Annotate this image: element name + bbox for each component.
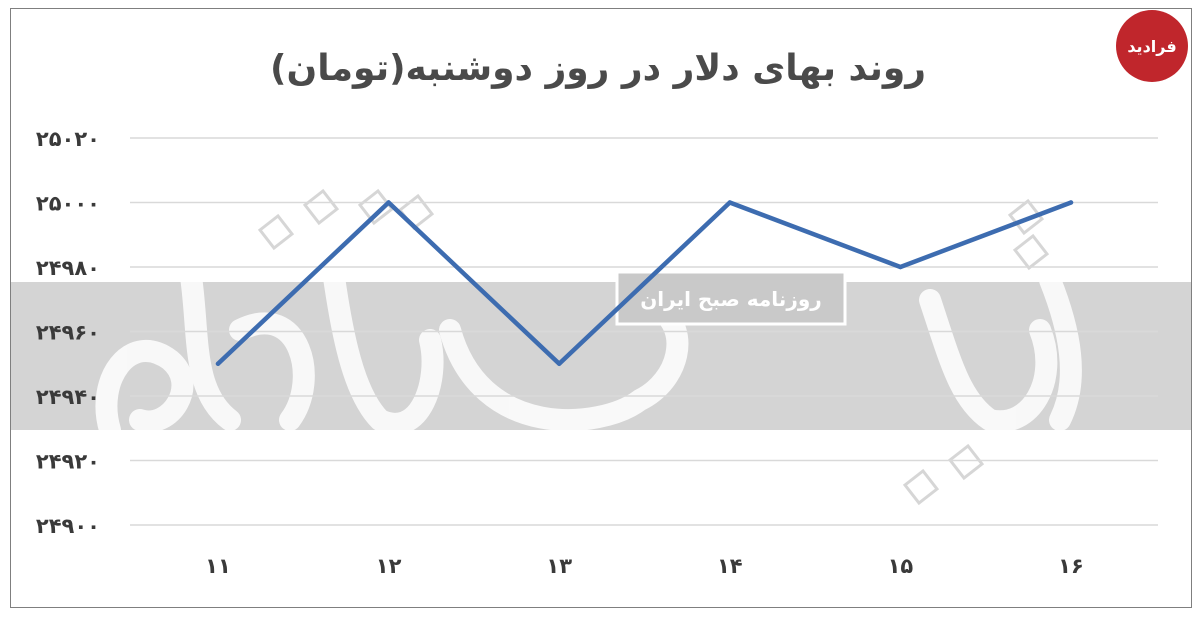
data-point: [727, 200, 732, 205]
watermark-script: [95, 239, 1082, 441]
data-point: [215, 361, 221, 366]
watermark-caption: روزنامه صبح ایران: [640, 287, 822, 311]
x-tick-label: ۱۱: [205, 554, 231, 578]
y-tick-label: ۲۴۹۰۰: [36, 514, 100, 538]
y-tick-label: ۲۴۹۶۰: [36, 321, 100, 345]
y-tick-label: ۲۴۹۸۰: [36, 256, 100, 280]
data-point: [557, 361, 562, 366]
y-tick-label: ۲۴۹۲۰: [36, 450, 100, 474]
data-point: [898, 264, 903, 270]
logo-circle: [1116, 10, 1188, 82]
logo-text: فرادید: [1127, 37, 1176, 56]
x-tick-label: ۱۳: [546, 554, 572, 578]
y-tick-label: ۲۵۰۲۰: [36, 127, 100, 151]
data-point: [386, 200, 391, 205]
series-line: [215, 200, 1074, 366]
y-tick-label: ۲۵۰۰۰: [36, 192, 100, 216]
y-axis-tick-labels: ۲۴۹۰۰ ۲۴۹۲۰ ۲۴۹۴۰ ۲۴۹۶۰ ۲۴۹۸۰ ۲۵۰۰۰ ۲۵۰۲۰: [36, 127, 100, 538]
gridlines: [130, 137, 1158, 526]
series-points: [215, 200, 1074, 366]
x-tick-label: ۱۲: [376, 554, 402, 578]
data-point: [1068, 200, 1074, 205]
x-tick-label: ۱۵: [888, 554, 914, 578]
chart-title: روند بهای دلار در روز دوشنبه(تومان): [270, 48, 926, 89]
watermark-label: روزنامه صبح ایران: [615, 270, 847, 326]
x-tick-label: ۱۴: [717, 554, 743, 578]
y-tick-label: ۲۴۹۴۰: [36, 385, 100, 409]
site-logo: فرادید: [1116, 10, 1188, 82]
x-axis-tick-labels: ۱۱ ۱۲ ۱۳ ۱۴ ۱۵ ۱۶: [205, 554, 1084, 578]
x-tick-label: ۱۶: [1058, 554, 1084, 578]
